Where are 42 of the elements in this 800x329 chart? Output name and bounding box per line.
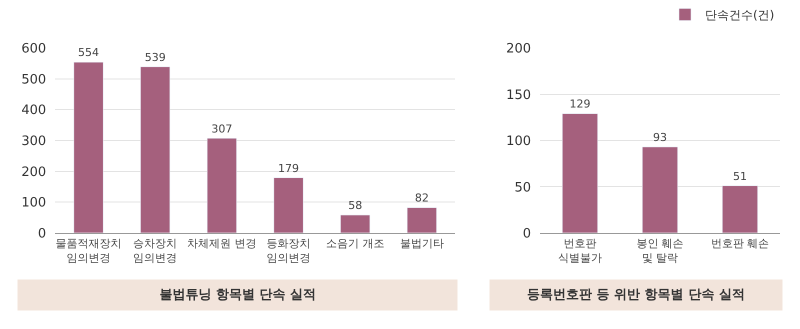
data-label: 179 [278, 162, 300, 175]
x-tick-label: 소음기 개조 [326, 237, 384, 250]
bar [340, 214, 370, 233]
data-label: 554 [78, 46, 100, 60]
bar [642, 146, 678, 233]
bar [74, 62, 104, 233]
y-tick-label: 500 [21, 72, 46, 88]
data-label: 129 [570, 98, 590, 111]
x-tick-label: 물품적재장치 임의변경 [56, 237, 122, 264]
bar [722, 186, 758, 233]
data-label: 82 [414, 192, 429, 205]
y-tick-label: 100 [506, 134, 531, 150]
data-label: 51 [733, 170, 747, 183]
data-label: 539 [144, 50, 166, 64]
y-tick-label: 200 [21, 164, 46, 180]
x-tick-label: 번호판 식별불가 [558, 237, 602, 264]
y-tick-label: 0 [522, 226, 531, 242]
text: 불법튜닝 항목별 단속 실적 [159, 288, 316, 302]
x-tick-label: 봉인 훼손 및 탈락 [636, 237, 684, 264]
x-tick-label: 차체제원 변경 [187, 237, 257, 250]
y-tick-label: 600 [21, 42, 46, 57]
data-label: 93 [653, 130, 667, 144]
legend-label: 단속건수(건) [705, 8, 774, 22]
data-label: 58 [348, 199, 362, 212]
y-tick-label: 100 [21, 196, 46, 211]
y-tick-label: 200 [506, 42, 531, 57]
data-label: 307 [211, 122, 232, 136]
bar [406, 207, 437, 233]
x-tick-label: 승차장치 임의변경 [133, 237, 178, 264]
y-tick-label: 150 [506, 88, 531, 103]
bar [274, 178, 304, 233]
y-tick-label: 50 [514, 180, 531, 196]
y-tick-label: 300 [21, 134, 46, 150]
x-tick-label: 등화장치 임의변경 [266, 237, 311, 264]
bar [140, 66, 170, 233]
y-tick-label: 0 [38, 226, 46, 242]
bar [562, 113, 598, 233]
x-tick-label: 번호판 훼손 [710, 237, 770, 250]
x-tick-label: 불법기타 [400, 237, 444, 250]
text: 등록번호판 등 위반 항목별 단속 실적 [527, 288, 745, 302]
bar [206, 138, 237, 233]
y-tick-label: 400 [21, 103, 46, 118]
